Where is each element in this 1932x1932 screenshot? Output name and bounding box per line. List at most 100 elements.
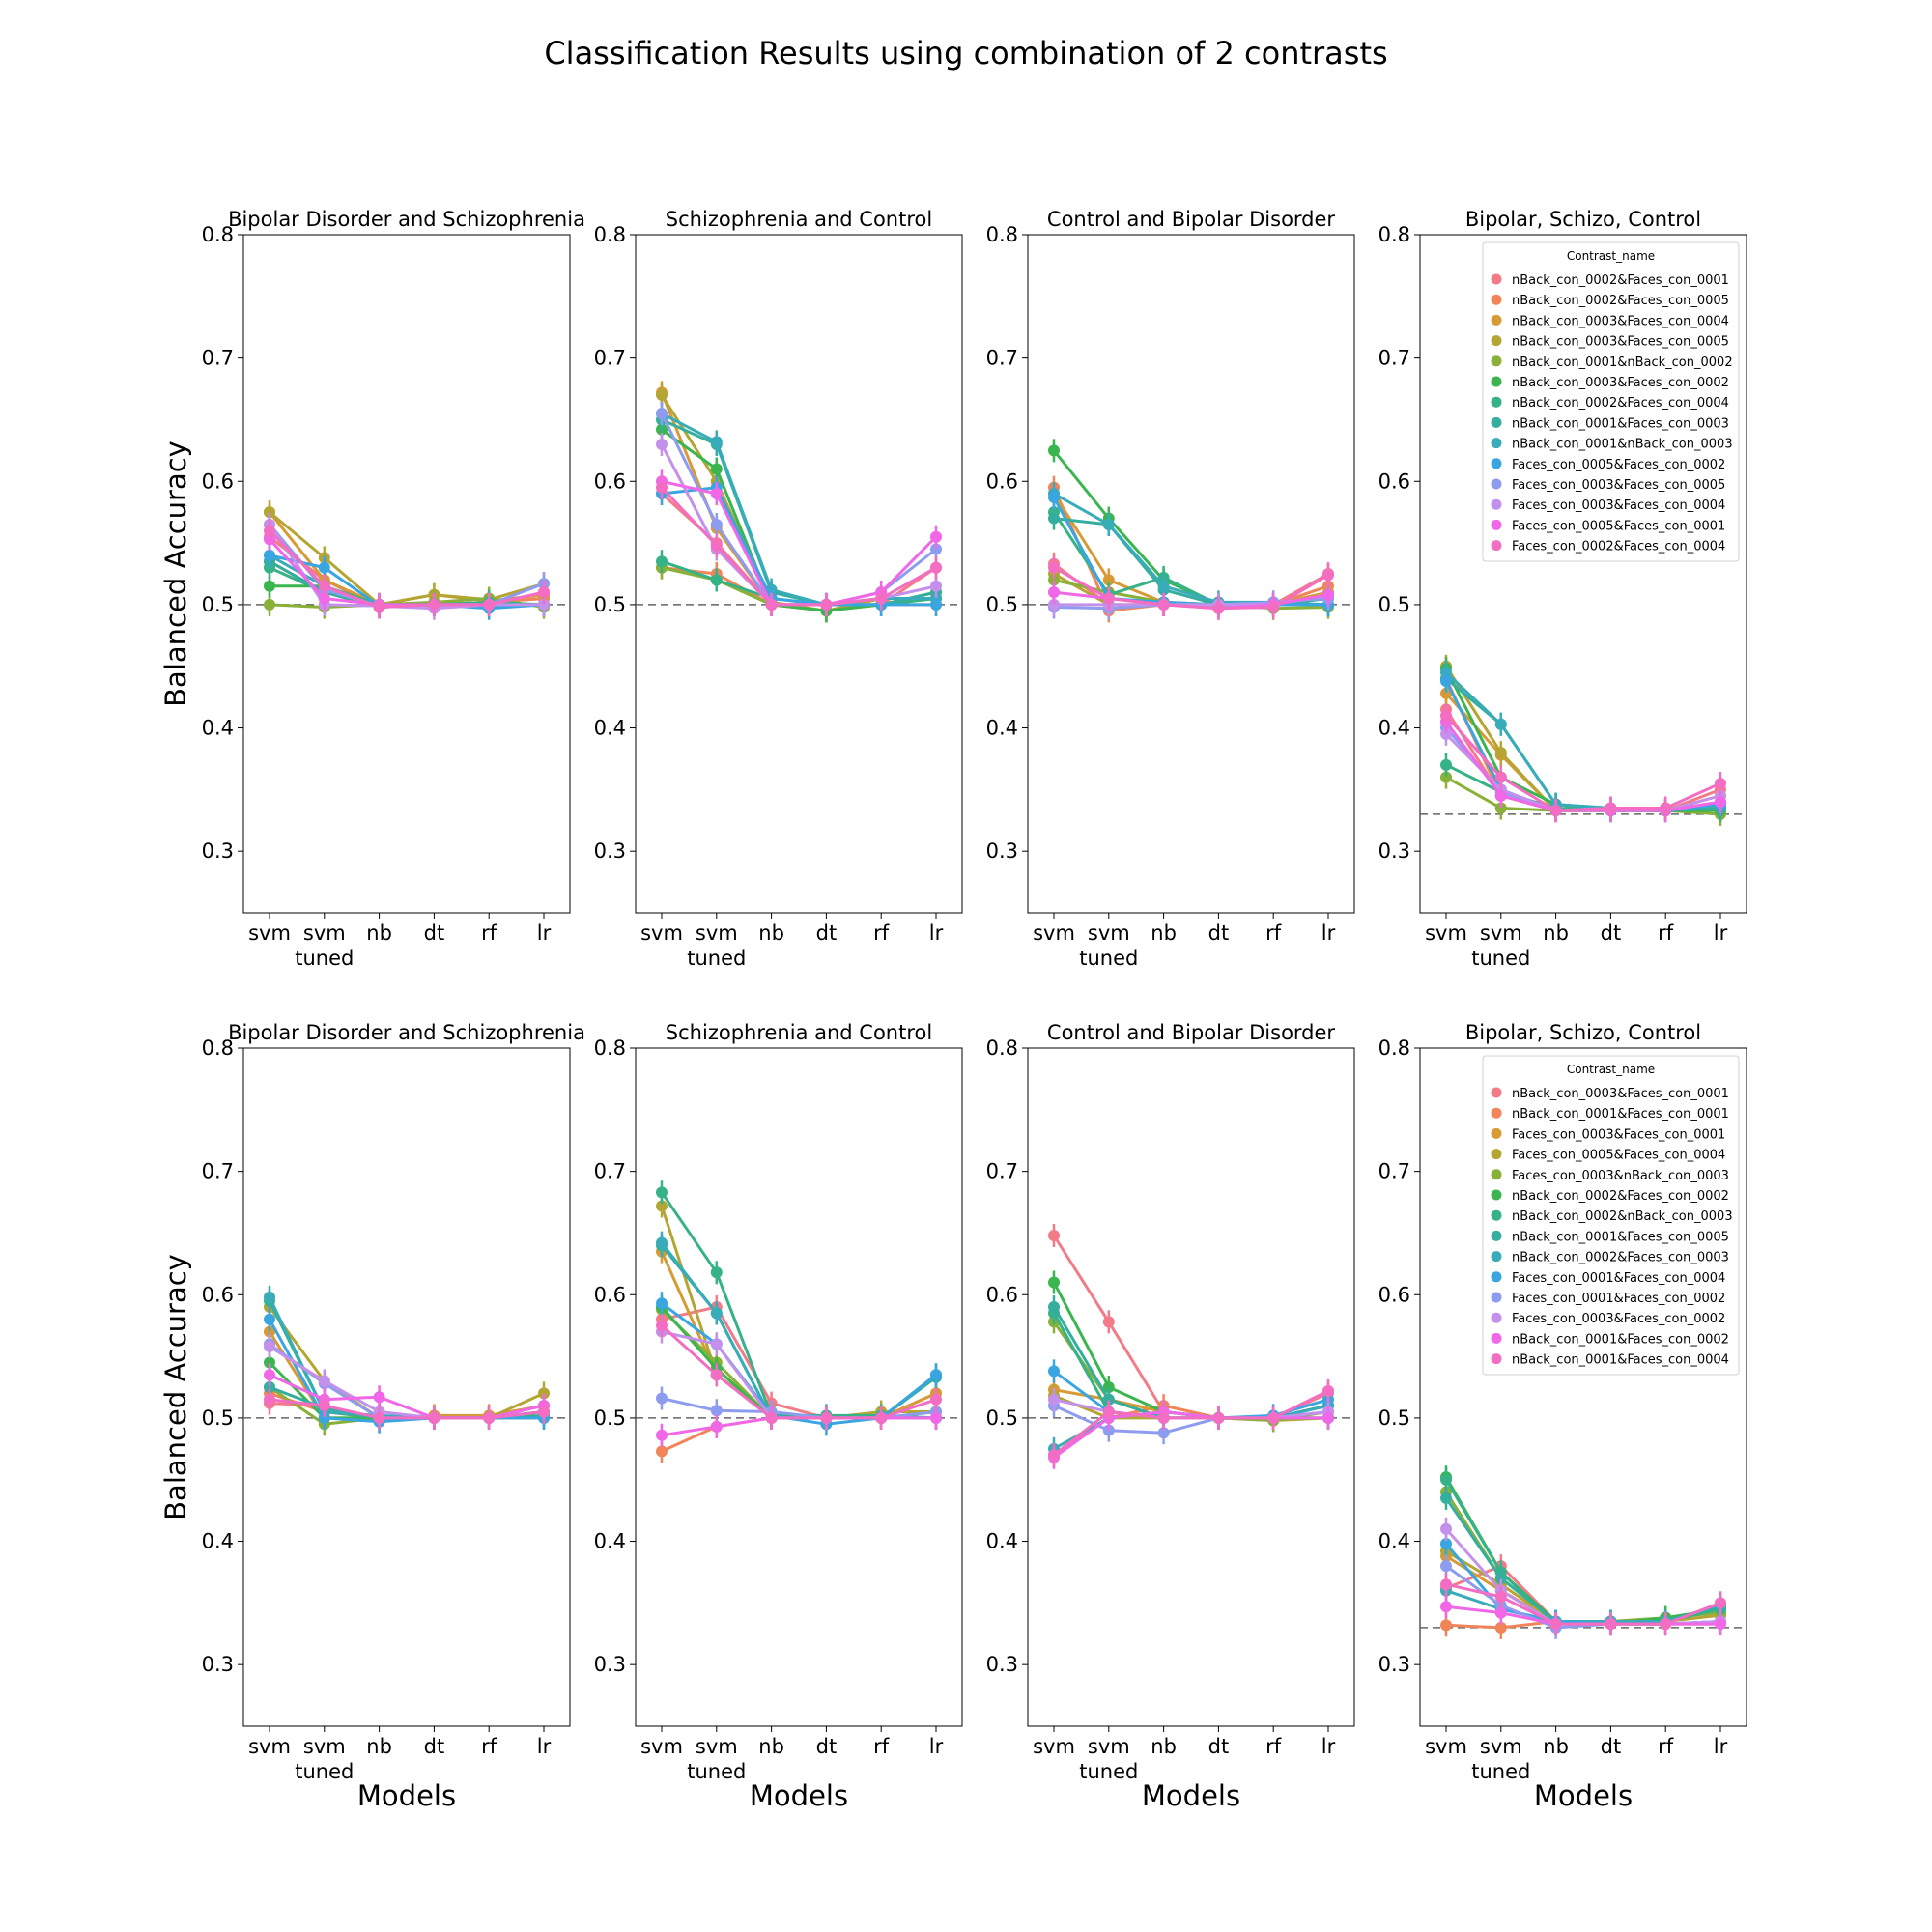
series-line (1444, 1527, 1721, 1626)
series-14 (264, 519, 550, 619)
series-14 (1048, 1378, 1334, 1467)
legend-marker (1491, 1353, 1502, 1365)
data-point (1494, 718, 1507, 730)
data-point (318, 1375, 330, 1387)
series-line (1445, 1582, 1721, 1626)
x-tick-label: lr (1714, 1735, 1728, 1758)
data-point (1715, 796, 1726, 809)
x-tick-label: rf (873, 1735, 890, 1758)
legend-marker (1491, 1169, 1502, 1180)
x-tick-label: svm (1033, 1735, 1075, 1758)
data-point (656, 1429, 668, 1441)
x-tick-label: lr (929, 1735, 944, 1758)
x-axis-label: Models (1142, 1779, 1240, 1812)
data-point (1494, 802, 1507, 814)
x-tick-label: svm (640, 922, 683, 945)
series-14 (1048, 555, 1334, 620)
data-point (710, 488, 723, 500)
legend-marker (1491, 540, 1502, 552)
data-point (1494, 1590, 1507, 1603)
panel-title: Bipolar, Schizo, Control (1465, 208, 1701, 231)
data-point (1440, 1601, 1452, 1613)
legend-entry: Faces_con_0002&Faces_con_0004 (1512, 540, 1725, 554)
plot-frame (1419, 1047, 1747, 1727)
data-point (1440, 758, 1452, 771)
data-point (710, 518, 723, 530)
legend-entry: Faces_con_0003&Faces_con_0004 (1512, 498, 1725, 513)
data-point (656, 388, 668, 401)
series-line (1444, 1478, 1721, 1626)
data-point (656, 1297, 668, 1310)
x-tick-label: svm tuned (1471, 922, 1530, 970)
data-point (875, 1411, 888, 1424)
y-tick-label: 0.7 (594, 347, 626, 370)
y-tick-label: 0.8 (594, 223, 626, 246)
data-point (656, 481, 668, 494)
data-point (264, 1393, 275, 1406)
series-line (1445, 1554, 1721, 1626)
legend-marker (1491, 1230, 1502, 1241)
data-point (1102, 592, 1115, 605)
legend-entry: nBack_con_0001&Faces_con_0005 (1512, 1230, 1729, 1244)
panel-5: Bipolar Disorder and Schizophrenia 0.3 0.4… (159, 1021, 585, 1812)
legend-marker (1491, 1107, 1502, 1119)
data-point (264, 580, 275, 592)
data-point (710, 1405, 723, 1417)
data-point (1048, 1230, 1060, 1242)
x-tick-label: rf (873, 922, 890, 945)
y-tick-label: 0.6 (594, 469, 626, 493)
data-point (930, 1393, 942, 1406)
y-tick-label: 0.5 (594, 593, 626, 616)
data-point (1048, 1276, 1060, 1289)
data-point (1048, 491, 1060, 503)
data-point (1048, 598, 1060, 611)
y-tick-label: 0.3 (986, 839, 1018, 863)
data-point (710, 463, 723, 475)
series-line (661, 412, 936, 607)
series-line (268, 1306, 545, 1420)
data-point (1048, 574, 1060, 586)
y-tick-label: 0.5 (202, 593, 234, 616)
legend-entry: Faces_con_0001&Faces_con_0004 (1512, 1271, 1725, 1286)
y-tick-label: 0.8 (1378, 223, 1410, 246)
series-14 (1440, 703, 1726, 823)
y-tick-label: 0.4 (202, 1530, 234, 1553)
y-tick-label: 0.3 (1378, 1653, 1410, 1676)
data-point (1267, 601, 1280, 613)
legend-entry: nBack_con_0001&Faces_con_0002 (1512, 1332, 1729, 1347)
data-point (656, 1445, 668, 1458)
x-tick-label: svm (1425, 922, 1467, 945)
x-tick-label: rf (481, 1735, 497, 1758)
data-point (710, 436, 723, 448)
data-point (1494, 789, 1507, 802)
y-tick-label: 0.6 (594, 1283, 626, 1306)
x-axis-label: Models (357, 1779, 456, 1812)
data-point (318, 1411, 330, 1424)
x-tick-label: svm (248, 1735, 291, 1758)
y-tick-label: 0.7 (986, 347, 1018, 370)
data-point (710, 1369, 723, 1381)
legend-marker (1491, 458, 1502, 469)
legend-marker (1491, 1127, 1502, 1139)
series-3 (656, 381, 942, 623)
series-4 (656, 383, 942, 623)
x-tick-label: dt (1601, 922, 1622, 945)
series-line (660, 1205, 936, 1420)
data-point (264, 506, 275, 519)
data-point (318, 580, 330, 592)
legend-entry: nBack_con_0003&Faces_con_0004 (1512, 314, 1729, 328)
y-tick-label: 0.4 (594, 717, 626, 740)
data-point (1102, 574, 1115, 586)
data-point (264, 598, 275, 611)
data-point (1157, 1427, 1170, 1439)
plot-frame (635, 1047, 963, 1727)
data-point (1267, 1411, 1280, 1424)
series-line (1052, 1235, 1329, 1420)
x-tick-label: dt (816, 1735, 838, 1758)
data-point (765, 1411, 778, 1424)
y-tick-label: 0.3 (202, 1653, 234, 1676)
x-tick-label: rf (1265, 1735, 1282, 1758)
series-line (1444, 680, 1721, 812)
series-line (1445, 677, 1721, 812)
